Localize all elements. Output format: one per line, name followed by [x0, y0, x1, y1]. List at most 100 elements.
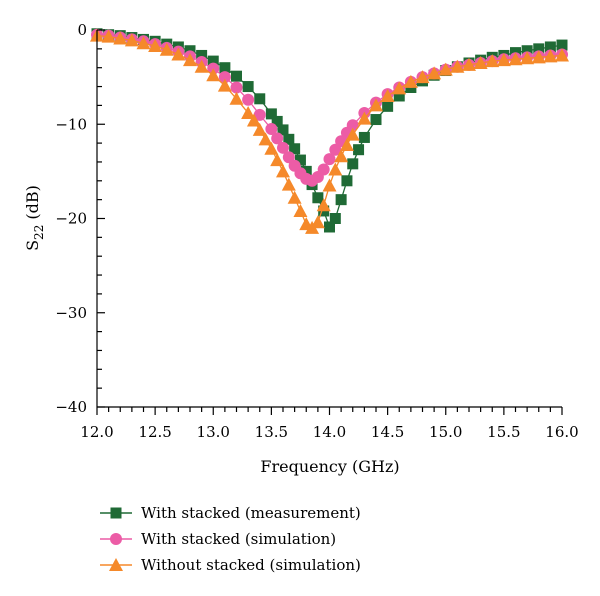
data-point-triangle — [334, 149, 349, 163]
data-point-square — [254, 93, 266, 105]
data-point-circle — [317, 163, 330, 176]
legend-item: With stacked (measurement) — [100, 504, 361, 522]
data-point-triangle — [438, 62, 453, 76]
data-point-triangle — [339, 137, 354, 151]
series-triangle — [90, 28, 569, 234]
data-point-square — [393, 90, 405, 102]
data-point-circle — [242, 93, 255, 106]
data-point-square — [335, 194, 347, 206]
y-tick-label: −20 — [55, 210, 87, 228]
data-point-triangle — [264, 141, 279, 155]
data-point-triangle — [246, 113, 261, 127]
y-tick-label: −10 — [55, 115, 87, 133]
data-point-triangle — [194, 59, 209, 73]
data-point-triangle — [462, 57, 476, 71]
data-point-square — [271, 115, 283, 127]
data-point-triangle — [252, 122, 267, 136]
data-point-triangle — [450, 59, 465, 73]
y-axis-title-subscript: 22 — [32, 225, 46, 240]
x-tick-label: 12.0 — [80, 423, 113, 441]
data-point-circle — [253, 108, 266, 121]
legend-marker-triangle — [109, 558, 123, 571]
data-point-square — [294, 154, 306, 166]
legend-marker-circle — [110, 533, 122, 545]
y-axis-title-base: S — [23, 240, 42, 251]
data-point-square — [324, 221, 335, 233]
data-point-square — [544, 41, 556, 53]
data-point-triangle — [124, 33, 139, 47]
plot-area — [90, 28, 569, 234]
data-point-triangle — [427, 66, 442, 80]
data-point-triangle — [310, 215, 325, 229]
x-tick-label: 16.0 — [545, 423, 578, 441]
y-tick-label: −40 — [55, 398, 87, 416]
data-point-triangle — [229, 91, 244, 105]
legend-label: With stacked (simulation) — [141, 530, 336, 548]
data-point-circle — [218, 71, 231, 84]
legend: With stacked (measurement) With stacked (… — [100, 504, 361, 574]
data-point-square — [312, 192, 324, 204]
data-point-triangle — [322, 178, 337, 192]
data-point-triangle — [270, 153, 285, 167]
data-point-square — [277, 124, 289, 136]
data-point-circle — [230, 81, 243, 94]
x-tick-label: 12.5 — [138, 423, 171, 441]
data-point-triangle — [415, 70, 430, 84]
y-axis-title: S22 (dB) — [23, 185, 46, 251]
data-point-triangle — [171, 47, 186, 61]
x-tick-label: 15.5 — [487, 423, 520, 441]
data-point-circle — [271, 132, 284, 145]
data-point-triangle — [392, 81, 407, 95]
axes: 0 −10 −20 −30 −40 12.0 12.5 13.0 13.5 14.0 14.5 15.… — [55, 21, 578, 441]
data-point-square — [231, 70, 242, 82]
data-point-triangle — [293, 203, 308, 217]
data-point-square — [289, 143, 301, 155]
data-point-triangle — [520, 51, 535, 65]
y-axis-title-unit: (dB) — [23, 185, 42, 225]
data-point-circle — [346, 119, 359, 132]
data-point-square — [358, 131, 370, 143]
data-point-circle — [282, 151, 295, 164]
data-point-square — [521, 45, 533, 57]
data-point-square — [370, 114, 382, 126]
x-tick-label: 14.5 — [371, 423, 404, 441]
data-point-square — [329, 213, 341, 224]
data-point-square — [265, 108, 277, 120]
data-point-square — [283, 133, 295, 145]
data-point-square — [341, 175, 353, 187]
data-point-square — [300, 165, 312, 177]
data-point-square — [533, 43, 545, 55]
legend-item: Without stacked (simulation) — [100, 556, 361, 574]
x-tick-label: 15.0 — [429, 423, 462, 441]
data-point-triangle — [328, 162, 343, 176]
data-point-circle — [323, 153, 336, 166]
x-axis-title: Frequency (GHz) — [260, 457, 399, 476]
data-point-triangle — [496, 53, 511, 67]
data-point-triangle — [345, 127, 360, 141]
data-point-square — [347, 158, 359, 170]
data-point-triangle — [543, 49, 558, 63]
data-point-circle — [277, 141, 289, 154]
legend-item: With stacked (simulation) — [100, 530, 336, 548]
data-point-triangle — [473, 55, 488, 69]
data-point-square — [196, 49, 208, 61]
data-point-square — [382, 100, 394, 112]
data-point-triangle — [159, 42, 174, 56]
data-point-triangle — [555, 48, 569, 62]
x-tick-label: 13.0 — [197, 423, 230, 441]
data-point-triangle — [217, 78, 232, 92]
data-point-triangle — [241, 105, 256, 119]
data-point-triangle — [403, 74, 418, 88]
data-point-triangle — [258, 132, 273, 146]
data-point-triangle — [357, 111, 372, 125]
data-point-triangle — [380, 88, 395, 102]
data-point-triangle — [183, 53, 197, 67]
data-point-square — [242, 81, 254, 93]
data-point-triangle — [136, 36, 151, 50]
data-point-triangle — [508, 52, 523, 66]
data-point-square — [219, 62, 231, 74]
data-point-triangle — [287, 190, 302, 204]
data-point-square — [353, 144, 365, 156]
data-point-triangle — [281, 177, 296, 191]
y-tick-label: 0 — [77, 21, 87, 39]
